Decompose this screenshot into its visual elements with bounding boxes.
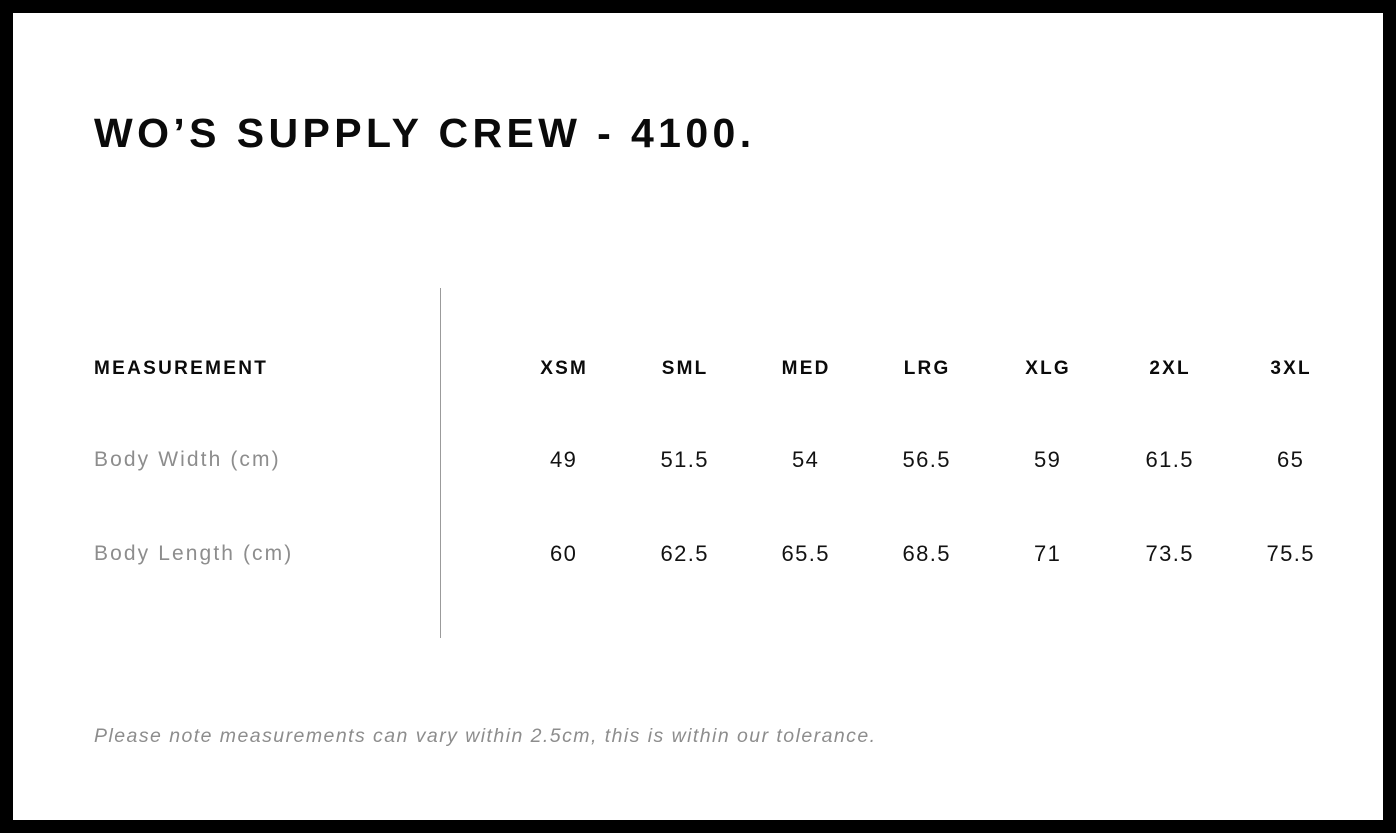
column-header-lrg: LRG xyxy=(903,358,951,379)
column-header-xsm: XSM xyxy=(540,358,588,379)
column-header-sml: SML xyxy=(661,358,709,379)
column-header-3xl: 3XL xyxy=(1270,358,1312,379)
row-label-body-length: Body Length (cm) xyxy=(94,542,294,565)
cell-body-width-2xl: 61.5 xyxy=(1145,447,1194,472)
cell-body-length-med: 65.5 xyxy=(781,541,830,566)
row-label-body-width: Body Width (cm) xyxy=(94,448,281,471)
size-chart-table: MEASUREMENT XSM SML MED LRG XLG 2XL 3XL … xyxy=(13,13,1383,820)
column-header-xlg: XLG xyxy=(1025,358,1071,379)
cell-body-width-sml: 51.5 xyxy=(660,447,709,472)
cell-body-width-med: 54 xyxy=(792,447,820,472)
table-row: Body Length (cm) 60 62.5 65.5 68.5 71 73… xyxy=(13,534,1383,574)
table-vertical-divider xyxy=(440,288,441,638)
cell-body-length-2xl: 73.5 xyxy=(1145,541,1194,566)
cell-body-width-lrg: 56.5 xyxy=(902,447,951,472)
column-header-med: MED xyxy=(781,358,831,379)
cell-body-width-xsm: 49 xyxy=(550,447,578,472)
cell-body-length-xsm: 60 xyxy=(550,541,578,566)
table-header-row: MEASUREMENT XSM SML MED LRG XLG 2XL 3XL xyxy=(13,349,1383,389)
cell-body-length-sml: 62.5 xyxy=(660,541,709,566)
size-chart-inner: WO’S SUPPLY CREW - 4100. MEASUREMENT XSM… xyxy=(13,13,1383,820)
page-title: WO’S SUPPLY CREW - 4100. xyxy=(94,110,756,156)
cell-body-width-xlg: 59 xyxy=(1034,447,1062,472)
cell-body-length-lrg: 68.5 xyxy=(902,541,951,566)
cell-body-length-3xl: 75.5 xyxy=(1266,541,1315,566)
column-header-2xl: 2XL xyxy=(1149,358,1191,379)
column-header-measurement: MEASUREMENT xyxy=(94,358,269,379)
cell-body-length-xlg: 71 xyxy=(1034,541,1062,566)
cell-body-width-3xl: 65 xyxy=(1277,447,1305,472)
table-row: Body Width (cm) 49 51.5 54 56.5 59 61.5 … xyxy=(13,440,1383,480)
tolerance-footnote: Please note measurements can vary within… xyxy=(94,725,877,747)
